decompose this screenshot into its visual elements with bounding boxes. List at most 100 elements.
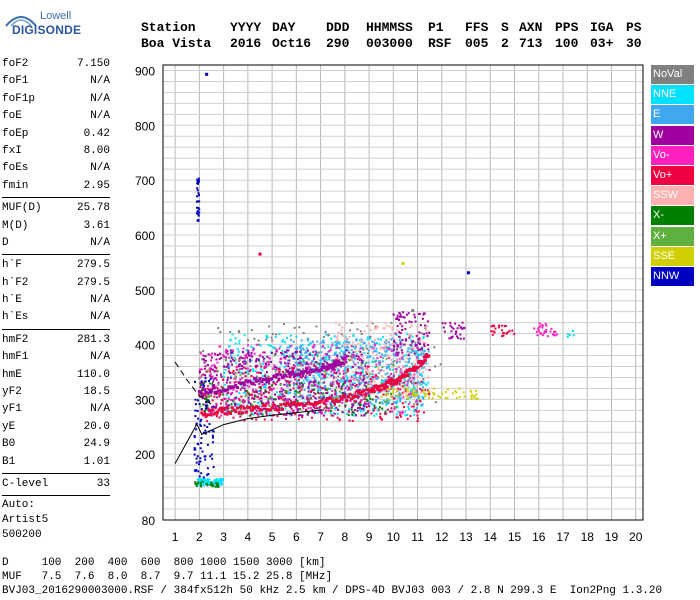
echo-point [385,393,388,396]
echo-point [418,313,421,316]
echo-point [392,376,395,379]
echo-point [321,341,324,344]
echo-point [265,414,268,417]
echo-point [428,368,431,371]
echo-point [406,397,409,400]
echo-point [339,365,342,368]
echo-point [227,362,230,365]
echo-point [272,381,275,384]
echo-point [409,396,412,399]
echo-point [248,370,251,373]
echo-point [275,408,279,412]
echo-point [552,330,555,333]
echo-point [425,329,428,332]
echo-point [361,360,364,363]
echo-point [202,373,205,376]
echo-point [214,485,217,488]
echo-point [204,374,207,377]
echo-point [237,365,240,368]
echo-point [332,404,335,407]
echo-point [407,312,410,315]
echo-point [355,414,358,417]
echo-point [395,405,398,408]
echo-point [356,328,359,331]
echo-point [417,397,420,400]
echo-point [410,351,413,354]
echo-point [337,408,340,411]
echo-point [239,384,242,387]
echo-point [326,396,330,400]
echo-point [419,349,422,352]
echo-point [203,361,206,364]
echo-point [294,357,297,360]
echo-point [346,376,349,379]
echo-point [365,345,368,348]
echo-point [418,361,422,365]
parameter-row: B1 1.01 [2,454,110,471]
echo-point [209,370,212,373]
echo-point [399,368,402,371]
echo-point [410,342,413,345]
echo-point [446,388,449,391]
echo-point [200,383,203,386]
header-value: 713 [519,36,543,51]
echo-point [396,314,399,317]
echo-point [199,479,202,482]
echo-point [279,403,283,407]
echo-point [286,383,289,386]
echo-point [329,394,332,397]
echo-point [280,390,283,393]
echo-point [261,363,264,366]
echo-point [255,366,258,369]
echo-point [259,412,262,415]
echo-point [225,393,228,396]
echo-point [320,365,324,369]
echo-point [285,380,288,383]
echo-point [408,333,411,336]
echo-point [455,397,458,400]
echo-point [200,472,203,475]
echo-point [211,382,214,385]
echo-point [384,373,387,376]
echo-point [392,339,395,342]
echo-point [351,395,355,399]
echo-point [321,411,324,414]
echo-point [354,391,357,394]
echo-point [210,376,213,379]
echo-point [360,366,363,369]
echo-point [544,322,547,325]
echo-point [265,407,269,411]
echo-point [234,404,237,407]
echo-point [373,414,376,417]
echo-point [230,403,233,406]
echo-point [294,352,297,355]
echo-point [359,401,362,404]
echo-point [426,389,429,392]
echo-point [385,365,388,368]
echo-point [241,357,244,360]
echo-point [386,402,389,405]
echo-point [342,383,345,386]
echo-point [411,335,414,338]
header-label: Station [141,20,196,35]
echo-point [330,403,333,406]
echo-point [355,389,358,392]
echo-point [194,415,197,418]
echo-point [537,328,540,331]
echo-point [410,373,413,376]
echo-point [259,400,262,403]
echo-point [413,389,416,392]
echo-point [296,347,299,350]
echo-point [404,376,407,379]
echo-point [390,338,393,341]
echo-point [306,349,309,352]
echo-point [396,416,399,419]
echo-point [335,366,338,369]
logo-line2: DIGISONDE [12,23,82,37]
echo-point [420,404,423,407]
echo-point [538,325,541,328]
echo-point [198,403,201,406]
echo-point [403,381,406,384]
echo-point [425,332,428,335]
echo-point [345,361,348,364]
